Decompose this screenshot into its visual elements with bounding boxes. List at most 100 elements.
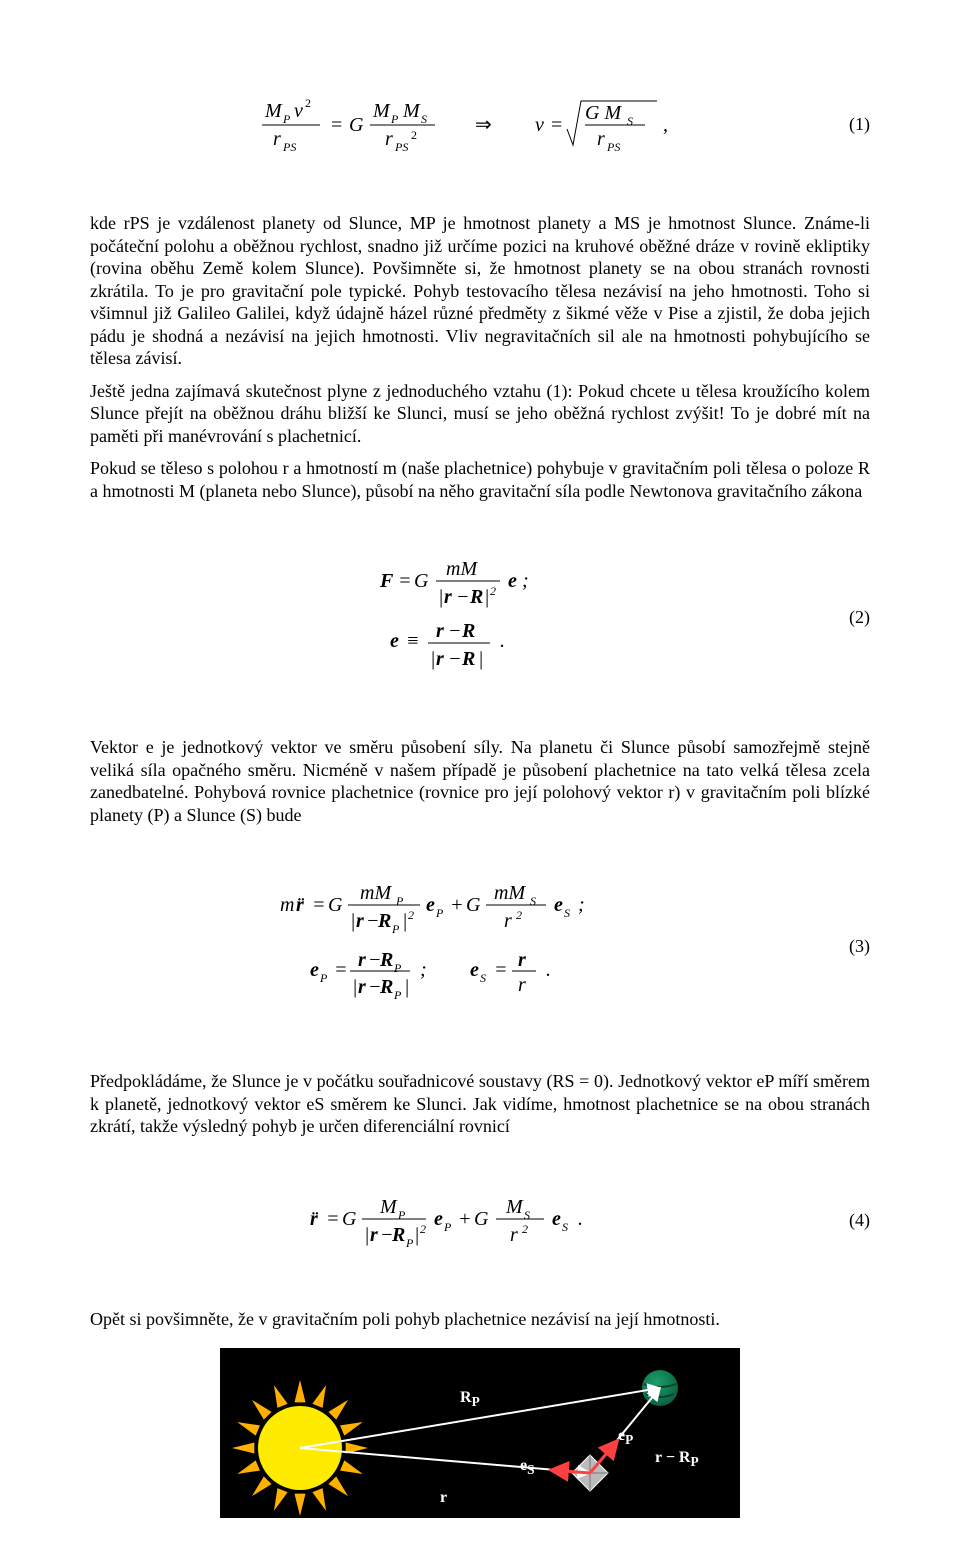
svg-text:G: G <box>466 894 481 916</box>
svg-text:+: + <box>458 1208 472 1230</box>
svg-text:P: P <box>390 112 399 126</box>
svg-text:r: r <box>385 128 393 150</box>
svg-text:;: ; <box>578 894 585 916</box>
svg-text:S: S <box>627 114 633 128</box>
paragraph-4: Vektor e je jednotkový vektor ve směru p… <box>90 736 870 826</box>
svg-text:−: − <box>448 648 462 670</box>
svg-text:r: r <box>356 910 364 932</box>
svg-text:|: | <box>364 1224 370 1246</box>
svg-text:;: ; <box>522 570 529 592</box>
svg-text:,: , <box>663 114 668 136</box>
svg-text:r: r <box>358 949 366 971</box>
svg-text:=: = <box>334 959 348 981</box>
equation-2-body: F = G mM | r − R | 2 e ; e ≡ r − R | <box>90 512 830 722</box>
svg-text:F: F <box>379 570 394 592</box>
svg-text:S: S <box>530 894 536 908</box>
svg-text:S: S <box>421 112 427 126</box>
paragraph-6: Opět si povšimněte, že v gravitačním pol… <box>90 1308 870 1331</box>
svg-text:r: r <box>273 128 281 150</box>
svg-text:PS: PS <box>394 140 408 153</box>
svg-text:2: 2 <box>408 908 414 922</box>
svg-text:e: e <box>390 630 399 652</box>
svg-text:r̈: r̈ <box>310 1208 319 1230</box>
svg-text:P: P <box>393 988 402 1002</box>
figure-svg <box>220 1348 740 1518</box>
svg-text:G: G <box>342 1208 357 1230</box>
equation-4-svg: r̈ = G M P | r − R P | 2 e P + G M S r <box>300 1193 620 1249</box>
svg-text:v: v <box>535 114 544 136</box>
svg-text:e: e <box>426 894 435 916</box>
svg-text:G: G <box>414 570 429 592</box>
svg-text:P: P <box>395 894 404 908</box>
svg-text:−: − <box>448 620 462 642</box>
svg-text:e: e <box>434 1208 443 1230</box>
svg-text:r: r <box>504 910 512 932</box>
svg-text:G: G <box>474 1208 489 1230</box>
svg-text:PS: PS <box>606 140 620 153</box>
svg-text:mM: mM <box>360 882 392 904</box>
svg-text:P: P <box>319 971 328 985</box>
svg-text:S: S <box>480 971 486 985</box>
svg-text:2: 2 <box>411 128 417 142</box>
svg-text:e: e <box>508 570 517 592</box>
svg-text:=: = <box>312 894 326 916</box>
svg-text:mM: mM <box>446 558 478 580</box>
svg-text:R: R <box>379 949 393 971</box>
svg-text:|: | <box>478 648 484 670</box>
svg-text:S: S <box>564 906 570 920</box>
svg-text:G: G <box>349 114 364 136</box>
svg-text:=: = <box>326 1208 340 1230</box>
figure-solar-sail: RPePr − RPeSr <box>90 1348 870 1524</box>
svg-text:r: r <box>358 976 366 998</box>
equation-3-number: (3) <box>830 935 870 958</box>
svg-text:|: | <box>352 976 358 998</box>
paragraph-3: Pokud se těleso s polohou r a hmotností … <box>90 457 870 502</box>
svg-text:e: e <box>554 894 563 916</box>
svg-text:|: | <box>438 586 444 608</box>
svg-text:=: = <box>331 114 342 136</box>
equation-1-number: (1) <box>830 113 870 136</box>
svg-text:PS: PS <box>282 140 296 153</box>
equation-1: MP v2 rPS = G MP MS rPS 2 ⇒ v = <box>90 50 870 198</box>
svg-text:G M: G M <box>585 102 622 124</box>
equation-1-svg: MP v2 rPS = G MP MS rPS 2 ⇒ v = <box>245 95 675 153</box>
svg-text:+: + <box>450 894 464 916</box>
svg-text:|: | <box>350 910 356 932</box>
svg-text:P: P <box>282 112 291 126</box>
svg-text:M: M <box>379 1196 398 1218</box>
svg-text:R: R <box>379 976 393 998</box>
svg-text:m: m <box>280 894 294 916</box>
svg-text:r̈: r̈ <box>296 894 305 916</box>
equation-4-number: (4) <box>830 1209 870 1232</box>
equation-4: r̈ = G M P | r − R P | 2 e P + G M S r <box>90 1148 870 1294</box>
equation-3-body: m r̈ = G mM P | r − R P | 2 e P + G mM S <box>90 836 830 1056</box>
svg-text:e: e <box>552 1208 561 1230</box>
svg-text:.: . <box>546 959 551 981</box>
svg-text:G: G <box>328 894 343 916</box>
svg-text:v: v <box>294 100 303 122</box>
svg-text:.: . <box>500 630 505 652</box>
svg-text:R: R <box>377 910 391 932</box>
svg-text:S: S <box>562 1220 568 1234</box>
equation-4-body: r̈ = G M P | r − R P | 2 e P + G M S r <box>90 1148 830 1294</box>
svg-text:|: | <box>402 910 408 932</box>
svg-text:R: R <box>469 586 483 608</box>
svg-text:M: M <box>402 100 421 122</box>
svg-text:P: P <box>443 1220 452 1234</box>
svg-text:|: | <box>484 586 490 608</box>
equation-2-number: (2) <box>830 606 870 629</box>
svg-text:S: S <box>524 1208 530 1222</box>
svg-text:P: P <box>393 961 402 975</box>
svg-text:=: = <box>551 114 562 136</box>
svg-text:2: 2 <box>490 584 496 598</box>
equation-3: m r̈ = G mM P | r − R P | 2 e P + G mM S <box>90 836 870 1056</box>
svg-text:.: . <box>578 1208 583 1230</box>
svg-text:=: = <box>494 959 508 981</box>
svg-text:M: M <box>505 1196 524 1218</box>
svg-text:r: r <box>597 128 605 150</box>
svg-text:2: 2 <box>516 908 522 922</box>
svg-text:|: | <box>414 1224 420 1246</box>
svg-text:e: e <box>470 959 479 981</box>
svg-text:r: r <box>436 620 444 642</box>
svg-text:P: P <box>397 1208 406 1222</box>
